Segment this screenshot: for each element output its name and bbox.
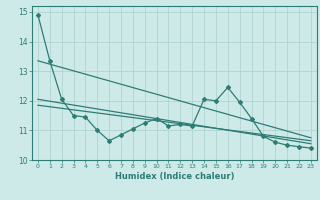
X-axis label: Humidex (Indice chaleur): Humidex (Indice chaleur)	[115, 172, 234, 181]
